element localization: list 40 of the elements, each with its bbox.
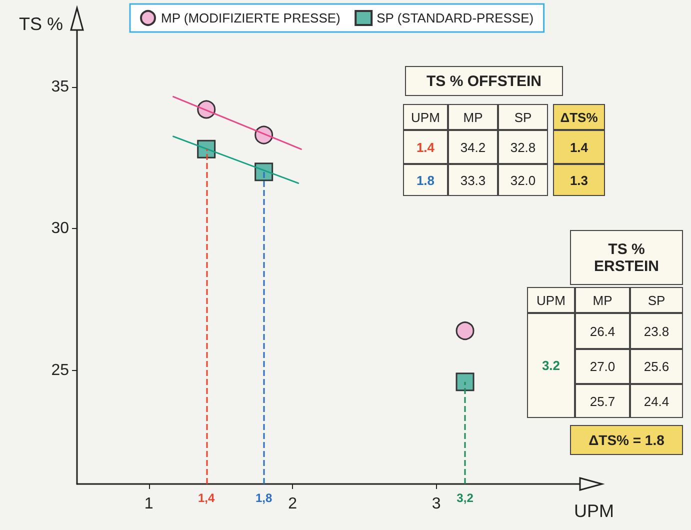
annotation: 32.8 [510, 140, 536, 154]
annotation: 3.2 [542, 358, 560, 373]
annotation: 1.8 [416, 172, 435, 188]
legend-label: MP (MODIFIZIERTE PRESSE) [161, 10, 340, 26]
text: 26.4 [590, 324, 616, 338]
text: 23.8 [644, 324, 670, 338]
annotation: 1.3 [570, 172, 588, 188]
annotation: UPM [411, 110, 440, 124]
text: SP [648, 292, 666, 308]
text: TS % ERSTEIN [594, 240, 659, 274]
legend-label: SP (STANDARD-PRESSE) [376, 10, 534, 26]
point [456, 372, 474, 392]
annotation: SP [514, 110, 532, 124]
text: 27.0 [590, 359, 616, 374]
text: 24.4 [644, 394, 670, 408]
y-tick-label: 25 [51, 362, 70, 379]
ref-line-label: 1,4 [198, 491, 216, 505]
annotation: UPM [536, 292, 566, 308]
x-tick-label: 3 [432, 496, 441, 512]
y-axis-title: TS % [18, 14, 63, 34]
annotation: 33.3 [460, 172, 486, 188]
point [456, 322, 474, 340]
annotation: 34.2 [460, 140, 486, 154]
annotation: TS % OFFSTEIN [426, 72, 542, 90]
x-tick-label: 1 [144, 496, 154, 512]
annotation: ΔTS% [560, 110, 598, 124]
annotation: 1.4 [570, 140, 588, 154]
text: ΔTS% = 1.8 [588, 432, 664, 448]
y-tick-label: 35 [51, 78, 70, 96]
annotation: 32.0 [510, 172, 536, 188]
text: 25.6 [644, 359, 670, 374]
annotation: MP [463, 110, 483, 124]
x-tick-label: 2 [288, 496, 298, 512]
text: MP [592, 292, 612, 308]
ref-line-label: 1,8 [255, 491, 272, 505]
ref-line-label: 3,2 [456, 491, 474, 505]
x-axis-title: UPM [574, 501, 614, 521]
text: 25.7 [590, 394, 616, 408]
y-tick-label: 30 [51, 220, 70, 238]
annotation: 1.4 [416, 140, 435, 154]
